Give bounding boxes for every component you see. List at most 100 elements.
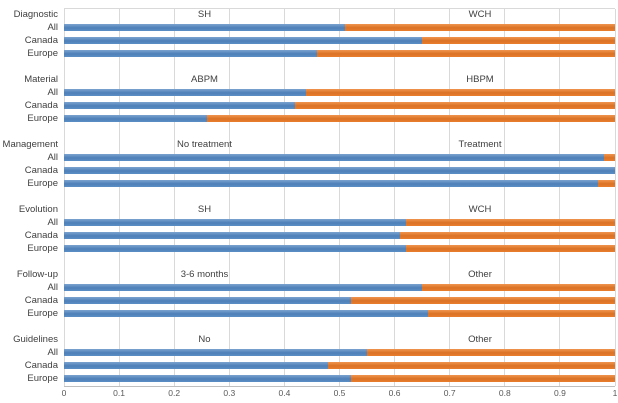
row-label: All [47,152,58,163]
bar-segment-orange [306,89,615,96]
bar-material-all [64,89,615,96]
group-header-row: Material ABPM HBPM [0,73,618,86]
row-label: Canada [24,360,58,371]
x-axis-tick-label: 0.6 [388,388,401,398]
category-labels: SH WCH [64,203,615,216]
x-axis-tick-label: 0.7 [443,388,456,398]
bar-follow-up-canada [64,297,615,304]
gridline [394,9,396,386]
bar-segment-blue [64,37,423,44]
gridline [559,9,561,386]
chart-groups: Diagnostic SH WCH All Canada Europe Material AB… [0,8,618,398]
bar-segment-blue [64,167,615,174]
bar-diagnostic-europe [64,50,615,57]
x-axis-tick-label: 0.5 [333,388,346,398]
category-labels: ABPM HBPM [64,73,615,86]
bar-segment-blue [64,349,368,356]
x-axis-tick-label: 0.1 [113,388,126,398]
group-diagnostic: Diagnostic SH WCH All Canada Europe [0,8,618,60]
bar-segment-orange [400,232,615,239]
gridline [283,9,285,386]
row-label: Canada [24,100,58,111]
category-labels: SH WCH [64,8,615,21]
bar-segment-orange [405,245,615,252]
category-labels: 3-6 months Other [64,268,615,281]
bar-row-follow-up-europe: Europe [0,307,618,320]
gridline [118,9,120,386]
bar-segment-orange [367,349,615,356]
bar-material-europe [64,115,615,122]
bar-segment-blue [64,375,351,382]
gridline [614,9,616,386]
bar-management-canada [64,167,615,174]
bar-segment-orange [422,37,615,44]
bar-row-follow-up-canada: Canada [0,294,618,307]
bar-segment-orange [345,24,615,31]
bar-segment-orange [295,102,615,109]
x-axis-tick-label: 0.8 [498,388,511,398]
bar-segment-blue [64,89,307,96]
bar-segment-orange [405,219,615,226]
bar-material-canada [64,102,615,109]
category-labels: No Other [64,333,615,346]
group-material: Material ABPM HBPM All Canada Europe [0,73,618,125]
bar-segment-blue [64,232,401,239]
bar-row-diagnostic-canada: Canada [0,34,618,47]
bar-segment-orange [350,375,615,382]
bar-row-evolution-all: All [0,216,618,229]
bar-row-management-all: All [0,151,618,164]
row-label: Canada [24,35,58,46]
bar-segment-blue [64,180,599,187]
bar-segment-orange [427,310,615,317]
plot-area [63,8,616,387]
bar-segment-orange [598,180,615,187]
group-guidelines: Guidelines No Other All Canada Europe [0,333,618,385]
row-label: Canada [24,230,58,241]
bar-follow-up-all [64,284,615,291]
x-axis-tick-label: 0.2 [168,388,181,398]
category-label-right: Treatment [458,139,502,150]
bar-row-management-europe: Europe [0,177,618,190]
row-label: Canada [24,295,58,306]
bar-management-europe [64,180,615,187]
category-label-left: SH [197,204,212,215]
bar-segment-blue [64,219,406,226]
bar-segment-blue [64,115,208,122]
row-label: Canada [24,165,58,176]
bar-row-follow-up-all: All [0,281,618,294]
group-header-row: Management No treatment Treatment [0,138,618,151]
category-label-left: SH [197,9,212,20]
bar-row-material-all: All [0,86,618,99]
bar-evolution-all [64,219,615,226]
bar-segment-blue [64,24,345,31]
bar-segment-orange [207,115,615,122]
row-label: All [47,282,58,293]
category-labels: No treatment Treatment [64,138,615,151]
group-label: Management [2,139,58,150]
bar-evolution-canada [64,232,615,239]
category-label-right: HBPM [466,74,494,85]
gridline [173,9,175,386]
bar-segment-blue [64,50,318,57]
bar-segment-blue [64,102,296,109]
bar-follow-up-europe [64,310,615,317]
bar-guidelines-canada [64,362,615,369]
x-axis-tick-label: 0.3 [223,388,236,398]
bar-row-diagnostic-europe: Europe [0,47,618,60]
bar-segment-blue [64,284,423,291]
bar-diagnostic-canada [64,37,615,44]
bar-segment-blue [64,362,329,369]
bar-segment-blue [64,297,351,304]
bar-segment-orange [328,362,615,369]
bar-guidelines-europe [64,375,615,382]
group-label: Diagnostic [13,9,58,20]
category-label-left: ABPM [191,74,218,85]
bar-row-diagnostic-all: All [0,21,618,34]
group-header-row: Guidelines No Other [0,333,618,346]
row-label: Europe [27,373,58,384]
group-label: Evolution [18,204,58,215]
group-label: Material [24,74,58,85]
bar-row-guidelines-canada: Canada [0,359,618,372]
row-label: Europe [27,48,58,59]
